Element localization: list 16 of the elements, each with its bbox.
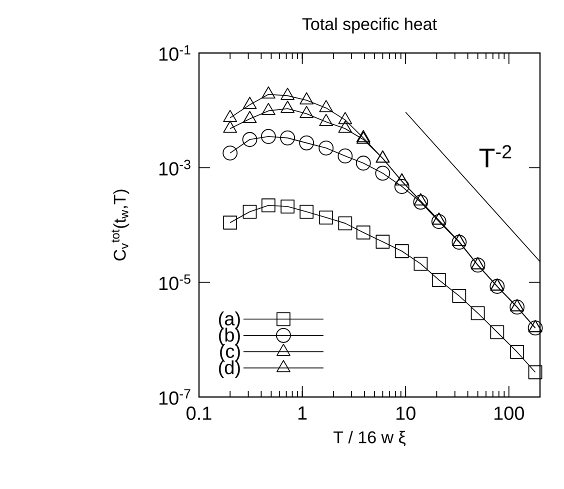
legend-label: T$^{-2}$ xyxy=(479,145,512,168)
x-tick-label: 10 xyxy=(396,406,416,420)
x-axis-title: T / 16 w ξ xyxy=(333,430,406,446)
legend-label: (c) xyxy=(220,344,240,362)
chart-title: Total specific heat xyxy=(302,18,437,34)
y-tick-label: 10$^{-7}$ xyxy=(159,389,190,405)
x-tick-label: 1 xyxy=(298,406,307,420)
x-tick-label: 100 xyxy=(494,406,524,420)
y-tick-label: 10$^{-5}$ xyxy=(159,274,190,290)
legend-label: (a) xyxy=(219,312,240,330)
legend-label: (b) xyxy=(219,328,240,346)
legend-label: (d) xyxy=(219,360,240,378)
y-tick-label: 10$^{-3}$ xyxy=(159,160,190,176)
x-tick-label: 0.1 xyxy=(186,406,212,420)
y-tick-label: 10$^{-1}$ xyxy=(159,45,190,61)
y-axis-title: C$_{v}$$^{tot}$(t$_{w}$,T) xyxy=(112,190,130,260)
